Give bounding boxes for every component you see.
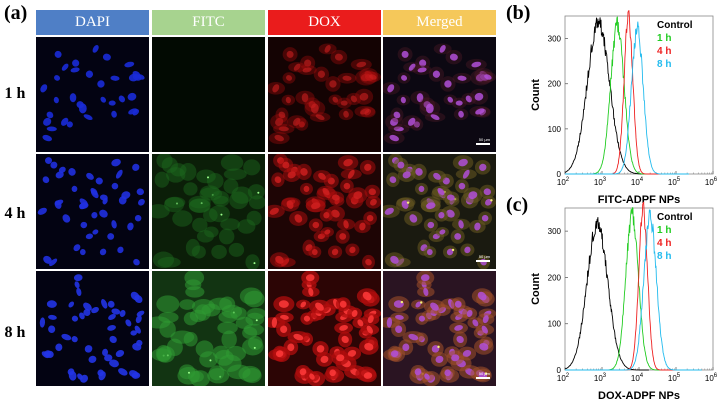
- y-axis-label: Count: [530, 273, 542, 305]
- x-tick-label: 102: [557, 177, 570, 187]
- y-tick-label: 0: [557, 366, 562, 375]
- scale-bar-text: 50 µm: [478, 254, 490, 259]
- histogram-c-svg: 0 100 200 300 102 103 104 105 106 Count DOX-ADPF N…: [530, 201, 718, 402]
- micrograph-fitc-8h: [152, 271, 265, 386]
- y-tick-label: 200: [548, 80, 562, 89]
- panel-a-label: (a): [4, 2, 28, 24]
- legend-entry: 1 h: [657, 33, 671, 44]
- legend-entry: Control: [657, 20, 693, 31]
- series-curve-control: [564, 217, 649, 371]
- micrograph-merged-8h: 50 µm: [383, 271, 496, 386]
- scale-bar: [476, 143, 490, 145]
- histogram-b-svg: 0 100 200 300 102 103 104 105 106 Count FITC-ADPF …: [530, 10, 718, 206]
- legend-entry: Control: [657, 212, 693, 223]
- column-header-merged: Merged: [383, 10, 496, 35]
- y-tick-label: 300: [548, 35, 562, 44]
- x-tick-label: 103: [594, 177, 607, 187]
- x-tick-label: 104: [631, 177, 644, 187]
- scale-bar: [476, 260, 490, 262]
- x-tick-label: 103: [594, 373, 607, 383]
- micrograph-dox-8h: [268, 271, 381, 386]
- series-curve-8-h: [565, 209, 702, 371]
- micrograph-dapi-4h: [36, 154, 149, 269]
- y-tick-label: 0: [557, 170, 562, 179]
- y-tick-label: 300: [548, 227, 562, 236]
- y-tick-label: 100: [548, 320, 562, 329]
- x-tick-label: 106: [705, 373, 718, 383]
- x-tick-label: 104: [631, 373, 644, 383]
- scale-bar-text: 50 µm: [478, 371, 490, 376]
- column-header-dox: DOX: [268, 10, 381, 35]
- series-curve-control: [564, 17, 650, 175]
- series-curve-8-h: [565, 21, 689, 175]
- column-header-fitc: FITC: [152, 10, 265, 35]
- y-axis-label: Count: [530, 79, 542, 111]
- panel-b-label: (b): [506, 2, 531, 24]
- y-tick-label: 200: [548, 273, 562, 282]
- x-tick-label: 106: [705, 177, 718, 187]
- row-label-8h: 8 h: [4, 324, 26, 341]
- y-tick-label: 100: [548, 125, 562, 134]
- x-tick-label: 105: [668, 177, 681, 187]
- plot-frame: [564, 207, 714, 371]
- legend-entry: 4 h: [657, 46, 671, 57]
- micrograph-dapi-8h: [36, 271, 149, 386]
- column-header-dapi: DAPI: [36, 10, 149, 35]
- x-tick-label: 105: [668, 373, 681, 383]
- micrograph-fitc-1h: [152, 37, 265, 152]
- legend-entry: 4 h: [657, 238, 671, 249]
- scale-bar-text: 50 µm: [478, 137, 490, 142]
- micrograph-dox-1h: [268, 37, 381, 152]
- legend-entry: 8 h: [657, 59, 671, 70]
- micrograph-merged-1h: 50 µm: [383, 37, 496, 152]
- x-axis-label: FITC-ADPF NPs: [598, 194, 681, 206]
- row-label-1h: 1 h: [4, 85, 26, 102]
- micrograph-fitc-4h: [152, 154, 265, 269]
- x-axis-label: DOX-ADPF NPs: [598, 390, 680, 402]
- histogram-c: 0 100 200 300 102 103 104 105 106 Count DOX-ADPF N…: [505, 196, 723, 419]
- legend-entry: 1 h: [657, 225, 671, 236]
- legend-entry: 8 h: [657, 251, 671, 262]
- micrograph-dox-4h: [268, 154, 381, 269]
- micrograph-dapi-1h: [36, 37, 149, 152]
- histogram-b: 0 100 200 300 102 103 104 105 106 Count FITC-ADPF …: [505, 6, 723, 216]
- row-label-4h: 4 h: [4, 205, 26, 222]
- x-tick-label: 102: [557, 373, 570, 383]
- panel-c-label: (c): [506, 194, 529, 216]
- micrograph-merged-4h: 50 µm: [383, 154, 496, 269]
- scale-bar: [476, 377, 490, 379]
- series-curve-1-h: [565, 16, 669, 175]
